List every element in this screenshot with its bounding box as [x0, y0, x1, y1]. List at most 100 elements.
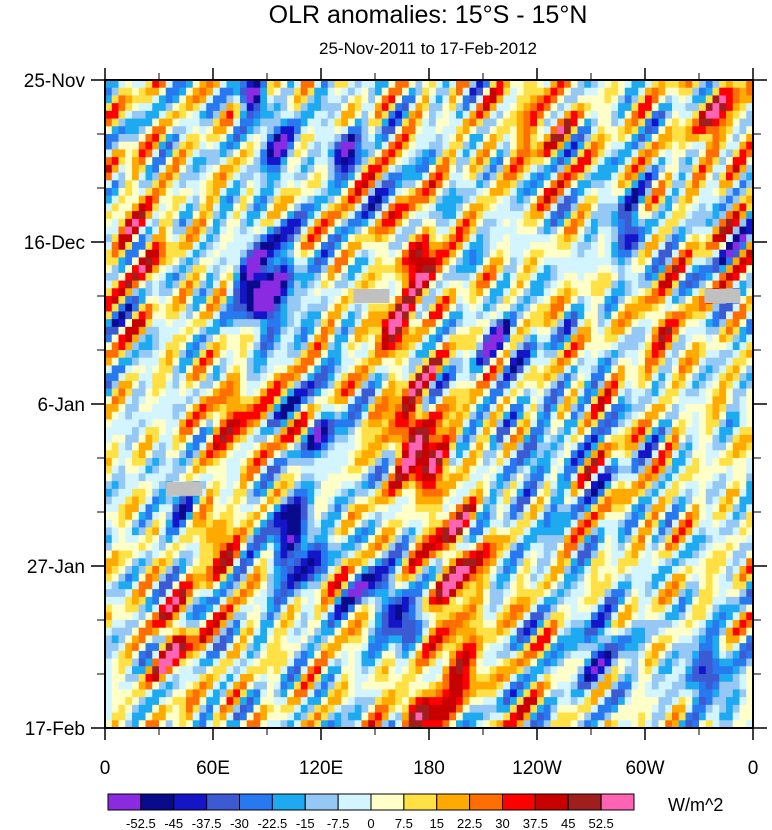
heatmap-cell — [638, 380, 646, 390]
heatmap-cell — [510, 242, 518, 251]
heatmap-cell — [429, 80, 437, 89]
heatmap-cell — [739, 388, 747, 397]
heatmap-cell — [591, 427, 599, 436]
heatmap-cell — [287, 257, 295, 266]
heatmap-cell — [240, 427, 248, 436]
heatmap-cell — [267, 234, 275, 243]
heatmap-cell — [658, 157, 666, 166]
heatmap-cell — [219, 87, 228, 97]
heatmap-cell — [341, 411, 349, 421]
heatmap-cell — [226, 180, 234, 189]
heatmap-cell — [496, 473, 504, 482]
heatmap-cell — [597, 203, 606, 212]
heatmap-cell — [543, 342, 552, 351]
heatmap-cell — [186, 265, 194, 274]
heatmap-cell — [456, 103, 464, 112]
heatmap-cell — [327, 203, 336, 212]
heatmap-cell — [496, 134, 504, 143]
heatmap-cell — [658, 319, 666, 328]
heatmap-cell — [381, 357, 390, 367]
heatmap-cell — [732, 427, 741, 436]
heatmap-cell — [510, 434, 518, 444]
heatmap-cell — [570, 288, 579, 297]
heatmap-cell — [152, 157, 160, 166]
heatmap-cell — [294, 218, 302, 228]
heatmap-cell — [300, 257, 309, 266]
heatmap-cell — [118, 350, 126, 359]
heatmap-cell — [233, 427, 241, 436]
heatmap-cell — [361, 195, 369, 205]
heatmap-cell — [597, 149, 606, 158]
heatmap-cell — [476, 103, 484, 112]
heatmap-cell — [179, 373, 187, 382]
heatmap-cell — [138, 157, 147, 166]
heatmap-cell — [692, 164, 700, 174]
heatmap-cell — [476, 157, 484, 166]
heatmap-cell — [516, 411, 525, 421]
heatmap-cell — [118, 334, 126, 343]
heatmap-cell — [375, 195, 383, 205]
heatmap-cell — [105, 311, 113, 320]
heatmap-cell — [557, 326, 565, 336]
heatmap-cell — [300, 149, 309, 158]
heatmap-cell — [132, 180, 140, 189]
heatmap-cell — [739, 141, 747, 151]
heatmap-cell — [483, 419, 491, 428]
heatmap-cell — [280, 311, 288, 320]
heatmap-cell — [179, 118, 187, 127]
heatmap-cell — [543, 87, 552, 97]
heatmap-cell — [307, 350, 315, 359]
heatmap-cell — [341, 95, 349, 104]
heatmap-cell — [348, 188, 356, 197]
heatmap-cell — [415, 172, 423, 181]
heatmap-cell — [570, 126, 579, 135]
heatmap-cell — [300, 265, 309, 274]
heatmap-cell — [584, 141, 592, 151]
heatmap-cell — [253, 126, 261, 135]
heatmap-cell — [699, 172, 707, 181]
heatmap-cell — [577, 218, 585, 228]
heatmap-cell — [246, 95, 255, 104]
heatmap-cell — [631, 380, 639, 390]
heatmap-cell — [597, 226, 606, 235]
heatmap-cell — [381, 203, 390, 212]
heatmap-cell — [145, 434, 153, 444]
heatmap-cell — [226, 350, 234, 359]
heatmap-cell — [246, 442, 255, 451]
heatmap-cell — [125, 118, 133, 127]
heatmap-cell — [118, 188, 126, 197]
heatmap-cell — [611, 87, 619, 97]
heatmap-cell — [327, 249, 336, 259]
heatmap-cell — [429, 172, 437, 181]
heatmap-cell — [597, 419, 606, 428]
heatmap-cell — [516, 195, 525, 205]
heatmap-cell — [388, 80, 396, 89]
heatmap-cell — [550, 234, 558, 243]
heatmap-cell — [523, 134, 531, 143]
heatmap-cell — [375, 203, 383, 212]
heatmap-cell — [287, 419, 295, 428]
heatmap-cell — [260, 195, 268, 205]
heatmap-cell — [348, 427, 356, 436]
heatmap-cell — [550, 211, 558, 220]
heatmap-cell — [456, 149, 464, 158]
heatmap-cell — [415, 157, 423, 166]
heatmap-cell — [125, 110, 133, 120]
heatmap-cell — [327, 134, 336, 143]
heatmap-cell — [199, 126, 207, 135]
heatmap-cell — [280, 249, 288, 259]
heatmap-cell — [510, 465, 518, 475]
heatmap-cell — [618, 164, 626, 174]
heatmap-cell — [564, 249, 572, 259]
heatmap-cell — [510, 380, 518, 390]
heatmap-cell — [273, 473, 282, 482]
heatmap-cell — [287, 203, 295, 212]
heatmap-cell — [422, 110, 430, 120]
heatmap-cell — [354, 272, 363, 282]
heatmap-cell — [105, 149, 113, 158]
heatmap-cell — [685, 218, 693, 228]
heatmap-cell — [746, 157, 754, 166]
heatmap-cell — [152, 249, 160, 259]
heatmap-cell — [219, 218, 228, 228]
heatmap-cell — [165, 103, 174, 112]
